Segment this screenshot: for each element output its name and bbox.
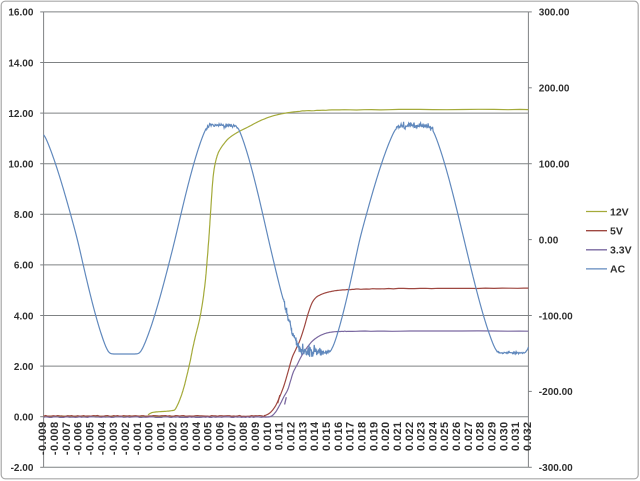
svg-text:0.006: 0.006	[215, 422, 227, 452]
svg-text:0.015: 0.015	[321, 422, 333, 452]
svg-text:0.014: 0.014	[309, 421, 321, 451]
svg-text:0.002: 0.002	[167, 422, 179, 452]
svg-text:0.018: 0.018	[357, 422, 369, 452]
svg-text:-0.002: -0.002	[120, 422, 132, 456]
svg-text:0.004: 0.004	[191, 421, 203, 451]
svg-text:8.00: 8.00	[14, 210, 34, 221]
svg-text:0.010: 0.010	[262, 422, 274, 452]
svg-text:10.00: 10.00	[8, 160, 33, 171]
svg-text:0.007: 0.007	[226, 422, 238, 452]
svg-text:0.029: 0.029	[487, 422, 499, 452]
svg-text:2.00: 2.00	[14, 362, 34, 373]
svg-text:0.017: 0.017	[345, 422, 357, 452]
svg-text:0.009: 0.009	[250, 422, 262, 452]
svg-text:0.031: 0.031	[510, 422, 522, 452]
svg-text:0.011: 0.011	[274, 422, 286, 451]
svg-text:0.030: 0.030	[498, 422, 510, 452]
svg-text:0.005: 0.005	[203, 422, 215, 452]
svg-text:-0.004: -0.004	[96, 421, 108, 455]
svg-text:0.016: 0.016	[333, 422, 345, 452]
svg-text:200.00: 200.00	[539, 84, 570, 95]
svg-text:0.021: 0.021	[392, 422, 404, 452]
svg-text:0.026: 0.026	[451, 422, 463, 452]
svg-text:300.00: 300.00	[539, 8, 570, 19]
svg-text:-100.00: -100.00	[539, 311, 573, 322]
svg-text:0.013: 0.013	[297, 422, 309, 452]
svg-text:0.003: 0.003	[179, 422, 191, 452]
svg-text:-0.006: -0.006	[73, 422, 85, 456]
svg-text:0.012: 0.012	[286, 422, 298, 452]
svg-text:16.00: 16.00	[8, 8, 33, 19]
svg-text:0.028: 0.028	[475, 422, 487, 452]
svg-text:12.00: 12.00	[8, 109, 33, 120]
svg-text:-300.00: -300.00	[539, 463, 573, 474]
svg-text:0.022: 0.022	[404, 422, 416, 452]
svg-text:-0.009: -0.009	[37, 422, 49, 456]
svg-text:14.00: 14.00	[8, 58, 33, 69]
svg-text:0.023: 0.023	[416, 422, 428, 452]
svg-text:0.024: 0.024	[427, 421, 439, 451]
svg-text:0.000: 0.000	[144, 422, 156, 452]
svg-text:-0.007: -0.007	[61, 422, 73, 456]
svg-text:4.00: 4.00	[14, 311, 34, 322]
svg-text:-0.005: -0.005	[85, 422, 97, 456]
svg-text:0.019: 0.019	[368, 422, 380, 452]
svg-text:3.3V: 3.3V	[610, 245, 632, 257]
svg-text:12V: 12V	[610, 206, 629, 218]
svg-text:0.00: 0.00	[14, 413, 34, 424]
svg-text:-200.00: -200.00	[539, 387, 573, 398]
svg-text:0.00: 0.00	[539, 235, 559, 246]
svg-text:-0.008: -0.008	[49, 422, 61, 456]
svg-text:-2.00: -2.00	[11, 463, 34, 474]
svg-text:100.00: 100.00	[539, 160, 570, 171]
svg-text:-0.003: -0.003	[108, 422, 120, 456]
svg-text:0.020: 0.020	[380, 422, 392, 452]
svg-text:5V: 5V	[610, 226, 623, 238]
svg-text:AC: AC	[610, 264, 626, 276]
svg-text:-0.001: -0.001	[132, 422, 144, 456]
svg-text:0.001: 0.001	[155, 422, 167, 452]
svg-text:0.008: 0.008	[238, 422, 250, 452]
svg-text:0.032: 0.032	[522, 422, 534, 452]
svg-text:0.025: 0.025	[439, 422, 451, 452]
svg-text:6.00: 6.00	[14, 261, 34, 272]
svg-text:0.027: 0.027	[463, 422, 475, 452]
